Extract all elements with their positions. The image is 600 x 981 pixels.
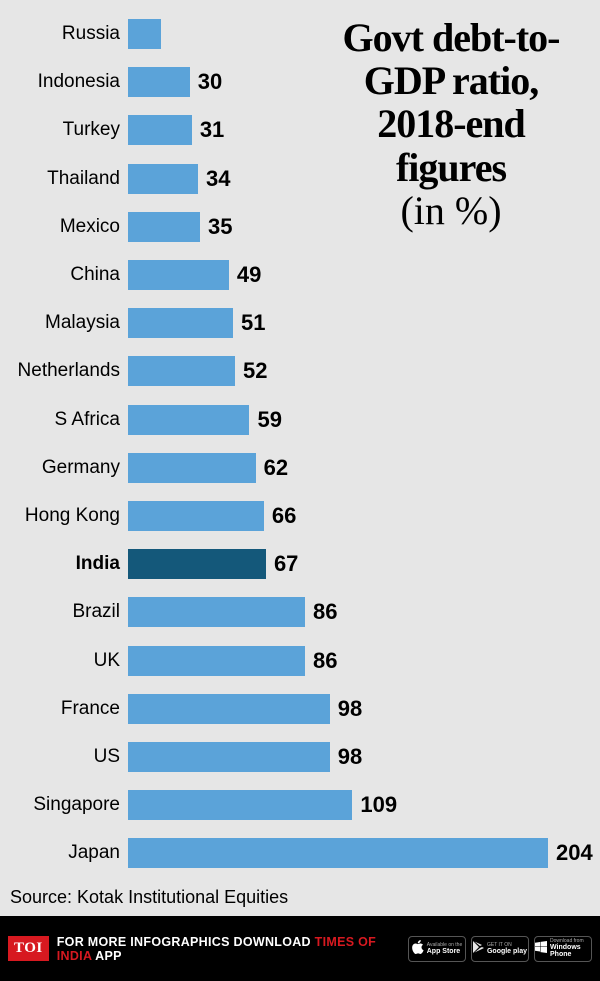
bar-value: 98	[330, 744, 362, 770]
bar	[128, 212, 200, 242]
footer-text-2: APP	[92, 949, 122, 963]
bar-value: 30	[190, 69, 222, 95]
bar-row: Turkey 31	[0, 106, 600, 154]
bar-row: Thailand 34	[0, 155, 600, 203]
country-label: S Africa	[0, 409, 128, 431]
footer: TOI FOR MORE INFOGRAPHICS DOWNLOAD TIMES…	[0, 916, 600, 981]
bar	[128, 115, 192, 145]
bar-value: 86	[305, 599, 337, 625]
country-label: Germany	[0, 457, 128, 479]
bar-value: 59	[249, 407, 281, 433]
country-label: Malaysia	[0, 312, 128, 334]
bar-row: Malaysia 51	[0, 299, 600, 347]
bar-value: 52	[235, 358, 267, 384]
bar-row: Netherlands 52	[0, 347, 600, 395]
app-store-badge[interactable]: Available on theApp Store	[408, 936, 466, 962]
bar	[128, 67, 190, 97]
bar	[128, 838, 548, 868]
bar-row: India 67	[0, 540, 600, 588]
country-label: Brazil	[0, 601, 128, 623]
bar	[128, 694, 330, 724]
bar-row: UK 86	[0, 636, 600, 684]
country-label: Japan	[0, 842, 128, 864]
windows-store-badge[interactable]: Download fromWindows Phone	[534, 936, 592, 962]
windows-icon	[535, 941, 547, 956]
bar-row: Germany 62	[0, 444, 600, 492]
bars-group: Russia Indonesia 30 Turkey 31 Thailand 34 Mexic…	[0, 10, 600, 877]
bar	[128, 405, 249, 435]
bar	[128, 308, 233, 338]
bar-row: Indonesia 30	[0, 58, 600, 106]
country-label: Thailand	[0, 168, 128, 190]
country-label: Russia	[0, 23, 128, 45]
bar	[128, 453, 256, 483]
bar	[128, 19, 161, 49]
country-label: Singapore	[0, 794, 128, 816]
toi-badge: TOI	[8, 936, 49, 961]
bar-value: 67	[266, 551, 298, 577]
bar-value: 66	[264, 503, 296, 529]
bar-value: 98	[330, 696, 362, 722]
bar-row: Singapore 109	[0, 781, 600, 829]
bar	[128, 164, 198, 194]
bar-row: US 98	[0, 733, 600, 781]
bar-value: 31	[192, 117, 224, 143]
country-label: France	[0, 698, 128, 720]
google-play-badge[interactable]: GET IT ONGoogle play	[471, 936, 529, 962]
bar-row: S Africa 59	[0, 396, 600, 444]
bar-row: China 49	[0, 251, 600, 299]
apple-icon	[412, 940, 424, 957]
country-label: Indonesia	[0, 71, 128, 93]
source-text: Source: Kotak Institutional Equities	[10, 887, 288, 908]
play-icon	[473, 941, 484, 956]
bar	[128, 260, 229, 290]
bar-row: France 98	[0, 685, 600, 733]
bar	[128, 742, 330, 772]
bar-value: 51	[233, 310, 265, 336]
country-label: Netherlands	[0, 360, 128, 382]
bar	[128, 646, 305, 676]
country-label: UK	[0, 650, 128, 672]
bar-value: 34	[198, 166, 230, 192]
bar-row: Russia	[0, 10, 600, 58]
bar-row: Japan 204	[0, 829, 600, 877]
bar-value: 62	[256, 455, 288, 481]
country-label: India	[0, 553, 128, 575]
bar	[128, 356, 235, 386]
store-badges: Available on theApp Store GET IT ONGoogl…	[408, 936, 592, 962]
country-label: Turkey	[0, 119, 128, 141]
bar	[128, 597, 305, 627]
country-label: Hong Kong	[0, 505, 128, 527]
bar-value: 204	[548, 840, 593, 866]
bar-value: 49	[229, 262, 261, 288]
chart-container: Govt debt-to-GDP ratio, 2018-end figures…	[0, 0, 600, 916]
footer-text-1: FOR MORE INFOGRAPHICS DOWNLOAD	[57, 935, 315, 949]
bar-row: Hong Kong 66	[0, 492, 600, 540]
bar-value: 35	[200, 214, 232, 240]
footer-text: FOR MORE INFOGRAPHICS DOWNLOAD TIMES OF …	[57, 935, 400, 963]
bar-value: 109	[352, 792, 397, 818]
bar-row: Mexico 35	[0, 203, 600, 251]
country-label: US	[0, 746, 128, 768]
country-label: Mexico	[0, 216, 128, 238]
bar	[128, 790, 352, 820]
country-label: China	[0, 264, 128, 286]
bar-row: Brazil 86	[0, 588, 600, 636]
bar	[128, 501, 264, 531]
bar-value: 86	[305, 648, 337, 674]
bar	[128, 549, 266, 579]
